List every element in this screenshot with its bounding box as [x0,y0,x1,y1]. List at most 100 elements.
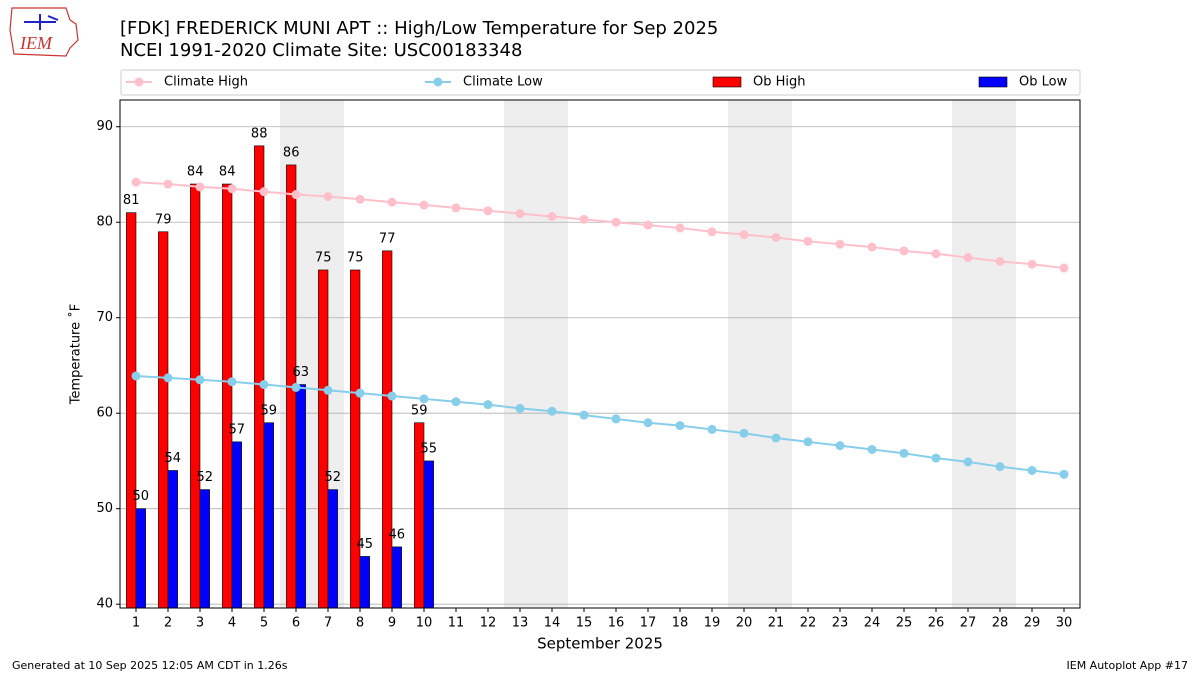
point [643,418,653,428]
point [387,391,397,401]
x-tick-label: 13 [512,616,529,631]
point [355,194,365,204]
bar [190,183,201,609]
point [739,428,749,438]
point [739,230,749,240]
data-label: 86 [283,145,300,160]
x-tick-label: 7 [324,616,332,631]
weekend-shade [536,100,568,608]
point [931,249,941,259]
footer-right: IEM Autoplot App #17 [1067,659,1189,672]
point [259,380,269,390]
x-tick-label: 4 [228,616,236,631]
y-tick-label: 70 [96,310,113,325]
point [835,239,845,249]
weekend-shade [728,100,760,608]
legend-marker [134,77,144,87]
point [323,191,333,201]
point [867,444,877,454]
x-tick-label: 2 [164,616,172,631]
point [451,397,461,407]
x-tick-label: 6 [292,616,300,631]
point [131,177,141,187]
x-axis-label: September 2025 [537,635,663,653]
bar [391,546,402,609]
point [131,371,141,381]
logo-icon [24,14,59,30]
point [611,414,621,424]
footer-left: Generated at 10 Sep 2025 12:05 AM CDT in… [12,659,288,672]
weekend-shade [984,100,1016,608]
x-tick-label: 1 [132,616,140,631]
point [419,200,429,210]
point [963,253,973,263]
x-tick-label: 22 [800,616,817,631]
data-label: 50 [133,489,150,504]
chart-subtitle: NCEI 1991-2020 Climate Site: USC00183348 [120,40,522,61]
point [835,441,845,451]
point [963,457,973,467]
y-tick-label: 80 [96,215,113,230]
x-tick-label: 23 [832,616,849,631]
point [259,187,269,197]
x-tick-label: 11 [448,616,465,631]
x-tick-label: 18 [672,616,689,631]
data-label: 59 [261,403,278,418]
bar [263,422,274,609]
point [227,377,237,387]
weekend-shade [760,100,792,608]
x-tick-label: 10 [416,616,433,631]
point [579,214,589,224]
line [135,374,1065,476]
point [483,206,493,216]
y-tick-label: 50 [96,501,113,516]
x-tick-label: 12 [480,616,497,631]
logo-text: IEM [19,33,53,53]
point [707,424,717,434]
x-tick-label: 30 [1056,616,1073,631]
data-label: 88 [251,126,268,141]
point [579,410,589,420]
point [387,197,397,207]
bar [327,489,338,609]
x-tick-label: 9 [388,616,396,631]
data-label: 55 [421,441,438,456]
x-tick-label: 21 [768,616,785,631]
bar [135,508,146,609]
point [547,406,557,416]
point [1027,259,1037,269]
point [163,373,173,383]
bar [350,269,361,609]
point [899,448,909,458]
point [451,203,461,213]
data-label: 46 [389,527,406,542]
y-tick-label: 60 [96,406,113,421]
data-label: 45 [357,537,374,552]
bar [231,441,242,609]
bar [222,183,233,609]
x-tick-label: 5 [260,616,268,631]
point [675,421,685,431]
point [515,209,525,219]
y-tick-label: 90 [96,119,113,134]
point [1059,469,1069,479]
legend-box [120,69,1081,96]
point [483,400,493,410]
legend-label: Climate High [164,75,248,90]
data-label: 59 [411,403,428,418]
point [195,182,205,192]
point [931,453,941,463]
point [355,388,365,398]
data-label: 63 [293,365,310,380]
data-label: 79 [155,212,172,227]
point [419,394,429,404]
legend-swatch [712,76,742,88]
x-tick-label: 17 [640,616,657,631]
point [643,220,653,230]
data-label: 84 [219,165,236,180]
bar [318,269,329,609]
plot-frame [119,99,1081,609]
x-tick-label: 25 [896,616,913,631]
point [899,246,909,256]
point [291,382,301,392]
